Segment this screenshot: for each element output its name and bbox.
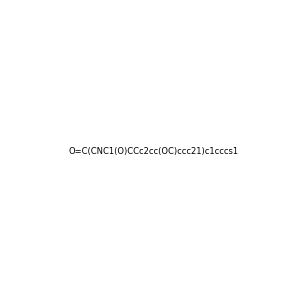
- Text: O=C(CNC1(O)CCc2cc(OC)ccc21)c1cccs1: O=C(CNC1(O)CCc2cc(OC)ccc21)c1cccs1: [69, 147, 239, 156]
